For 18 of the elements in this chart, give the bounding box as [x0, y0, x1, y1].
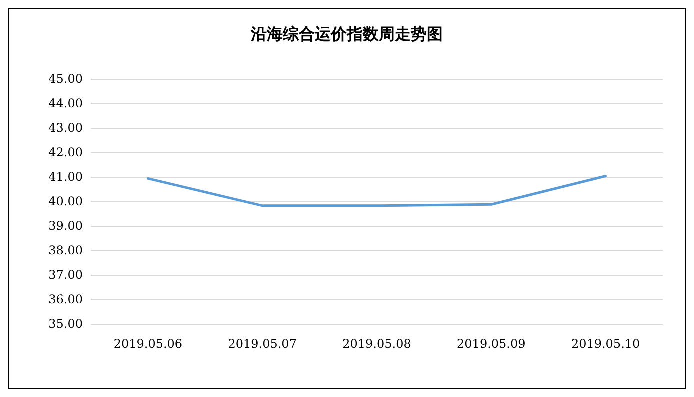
y-tick-label: 44.00 — [48, 96, 83, 110]
y-tick-label: 39.00 — [48, 219, 83, 233]
x-tick-label: 2019.05.09 — [457, 337, 526, 351]
line-series — [146, 175, 608, 208]
x-tick-label: 2019.05.06 — [114, 337, 183, 351]
y-tick-label: 40.00 — [48, 194, 83, 208]
y-tick-label: 37.00 — [48, 268, 83, 282]
x-tick-label: 2019.05.10 — [571, 337, 640, 351]
y-tick-label: 42.00 — [48, 146, 83, 160]
x-tick-label: 2019.05.07 — [228, 337, 297, 351]
y-tick-label: 41.00 — [48, 170, 83, 184]
chart-title: 沿海综合运价指数周走势图 — [250, 24, 443, 44]
x-tick-label: 2019.05.08 — [342, 337, 412, 351]
y-tick-label: 38.00 — [48, 244, 83, 258]
y-tick-label: 35.00 — [48, 317, 83, 331]
y-tick-label: 36.00 — [48, 292, 83, 306]
y-tick-label: 45.00 — [48, 72, 83, 86]
y-tick-label: 43.00 — [48, 121, 83, 135]
